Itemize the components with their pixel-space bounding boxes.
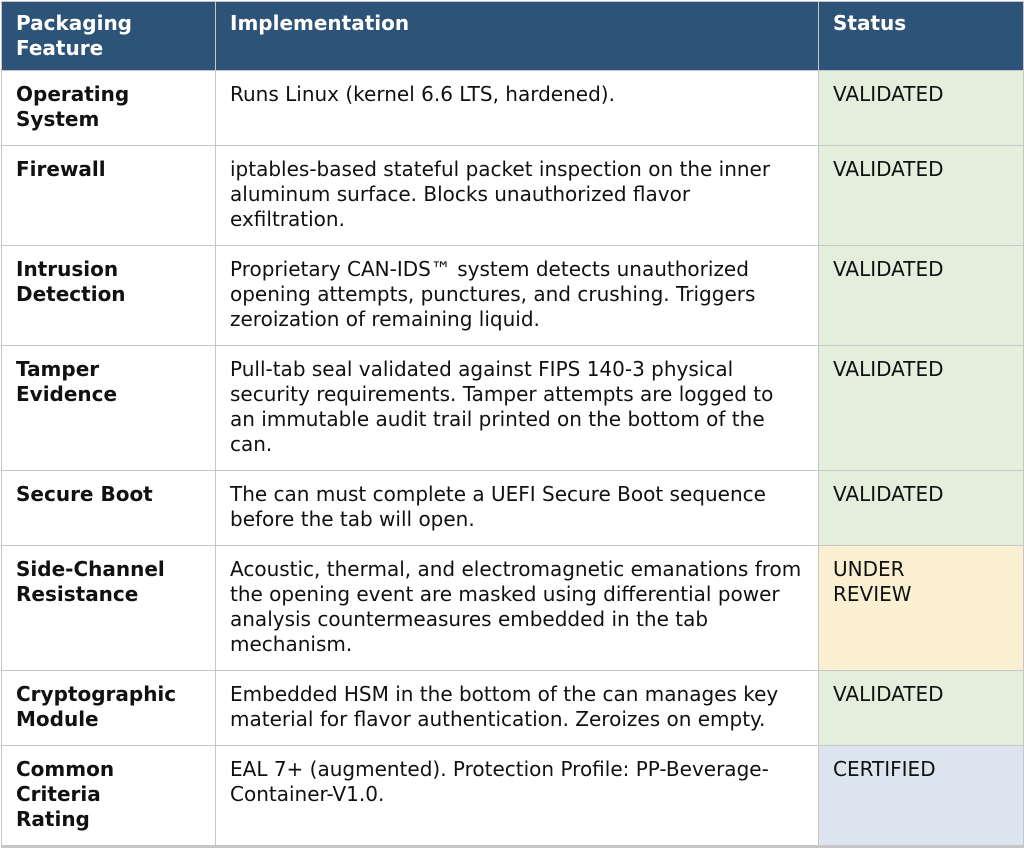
table-row: Common Criteria Rating EAL 7+ (augmented… — [1, 745, 1024, 847]
feature-cell: Cryptographic Module — [1, 670, 216, 746]
implementation-cell: The can must complete a UEFI Secure Boot… — [215, 470, 819, 546]
feature-cell: Side-Channel Resistance — [1, 545, 216, 671]
table-row: Tamper Evidence Pull-tab seal validated … — [1, 345, 1024, 471]
feature-cell: Intrusion Detection — [1, 245, 216, 346]
implementation-cell: Pull-tab seal validated against FIPS 140… — [215, 345, 819, 471]
table-row: Firewall iptables-based stateful packet … — [1, 145, 1024, 246]
implementation-cell: Acoustic, thermal, and electromagnetic e… — [215, 545, 819, 671]
status-cell: UNDER REVIEW — [818, 545, 1024, 671]
table-row: Operating System Runs Linux (kernel 6.6 … — [1, 70, 1024, 146]
status-cell: VALIDATED — [818, 70, 1024, 146]
table-row: Secure Boot The can must complete a UEFI… — [1, 470, 1024, 546]
feature-cell: Secure Boot — [1, 470, 216, 546]
status-cell: VALIDATED — [818, 670, 1024, 746]
feature-cell: Common Criteria Rating — [1, 745, 216, 847]
header-status: Status — [818, 1, 1024, 71]
table-row: Intrusion Detection Proprietary CAN-IDS™… — [1, 245, 1024, 346]
header-packaging-feature: Packaging Feature — [1, 1, 216, 71]
implementation-cell: Runs Linux (kernel 6.6 LTS, hardened). — [215, 70, 819, 146]
implementation-cell: Proprietary CAN-IDS™ system detects unau… — [215, 245, 819, 346]
table-body: Operating System Runs Linux (kernel 6.6 … — [1, 70, 1024, 847]
table-row: Cryptographic Module Embedded HSM in the… — [1, 670, 1024, 746]
header-implementation: Implementation — [215, 1, 819, 71]
status-cell: VALIDATED — [818, 145, 1024, 246]
header-row: Packaging Feature Implementation Status — [1, 1, 1024, 71]
implementation-cell: Embedded HSM in the bottom of the can ma… — [215, 670, 819, 746]
status-cell: VALIDATED — [818, 470, 1024, 546]
table-row: Side-Channel Resistance Acoustic, therma… — [1, 545, 1024, 671]
table-header: Packaging Feature Implementation Status — [1, 1, 1024, 71]
feature-cell: Tamper Evidence — [1, 345, 216, 471]
implementation-cell: iptables-based stateful packet inspectio… — [215, 145, 819, 246]
feature-cell: Operating System — [1, 70, 216, 146]
status-cell: CERTIFIED — [818, 745, 1024, 847]
status-cell: VALIDATED — [818, 345, 1024, 471]
status-cell: VALIDATED — [818, 245, 1024, 346]
feature-cell: Firewall — [1, 145, 216, 246]
implementation-cell: EAL 7+ (augmented). Protection Profile: … — [215, 745, 819, 847]
